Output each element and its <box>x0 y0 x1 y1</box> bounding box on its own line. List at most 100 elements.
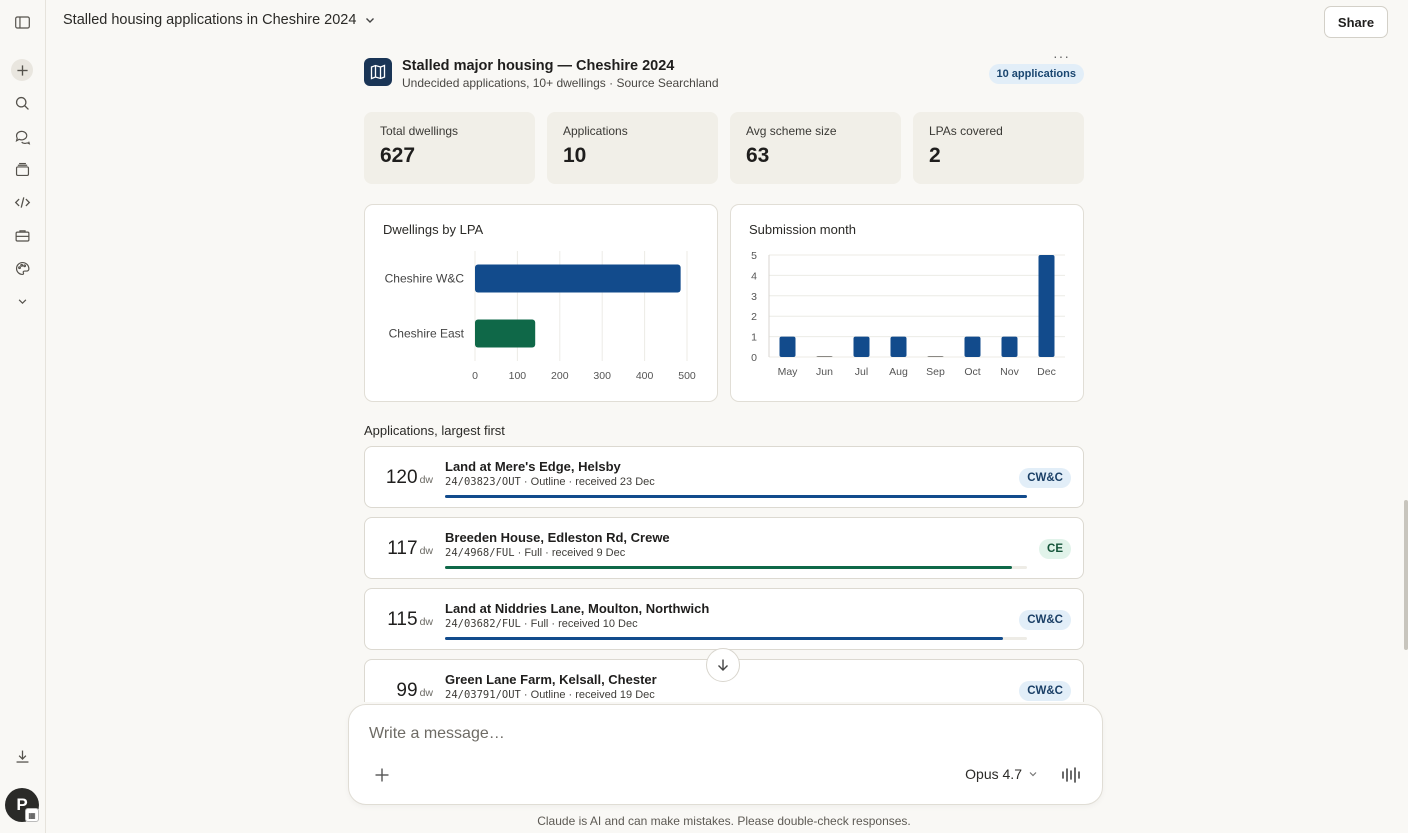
application-meta: 24/03682/FUL · Full · received 10 Dec <box>445 618 638 630</box>
applications-heading: Applications, largest first <box>364 423 505 438</box>
application-name: Land at Mere's Edge, Helsby <box>445 459 621 474</box>
stat-value: 10 <box>563 144 587 167</box>
x-tick-label: Jul <box>855 366 868 378</box>
model-name: Opus 4.7 <box>965 766 1022 782</box>
size-bar-fill <box>445 495 1027 498</box>
y-tick-label: 2 <box>751 311 757 323</box>
model-selector[interactable]: Opus 4.7 <box>965 766 1038 782</box>
x-tick-label: 0 <box>472 370 478 382</box>
stat-label: Avg scheme size <box>746 124 837 138</box>
artifact-header: Stalled major housing — Cheshire 2024 Un… <box>364 48 1084 96</box>
size-bar-track <box>445 566 1027 569</box>
application-meta: 24/4968/FUL · Full · received 9 Dec <box>445 547 625 559</box>
dwellings-unit: dw <box>419 687 433 699</box>
charts-row: Dwellings by LPA 0 100 200 300 400 500 Cheshir… <box>364 204 1084 402</box>
scroll-down-button[interactable] <box>706 648 740 682</box>
message-input[interactable] <box>369 725 969 743</box>
bar <box>816 356 833 357</box>
application-name: Green Lane Farm, Kelsall, Chester <box>445 672 657 687</box>
x-tick-label: 500 <box>678 370 696 382</box>
application-reference: 24/03682/FUL <box>445 618 521 630</box>
category-label: Cheshire East <box>389 327 465 341</box>
lpa-bar-chart: 0 100 200 300 400 500 Cheshire W&C Cheshire Eas… <box>385 251 696 382</box>
x-tick-label: Nov <box>1000 366 1019 378</box>
bar <box>1038 255 1055 357</box>
month-chart-card: Submission month 0 1 2 3 4 5 May Jun Jul Aug Sep Oc… <box>730 204 1084 402</box>
sidebar-toggle-icon[interactable] <box>11 11 33 33</box>
x-tick-label: 400 <box>636 370 654 382</box>
size-bar-fill <box>445 637 1003 640</box>
voice-mode-icon[interactable] <box>1060 764 1084 786</box>
dwellings-unit: dw <box>419 616 433 628</box>
new-chat-icon[interactable] <box>11 59 33 81</box>
lpa-tag: CW&C <box>1019 610 1071 630</box>
stat-card: Applications 10 <box>547 112 718 184</box>
add-attachment-icon[interactable] <box>371 764 393 786</box>
palette-icon[interactable] <box>11 257 33 279</box>
chart-title: Submission month <box>749 222 856 237</box>
chevron-down-icon <box>1029 772 1037 777</box>
application-row[interactable]: 117 dw Breeden House, Edleston Rd, Crewe 24… <box>364 517 1084 579</box>
stat-card: LPAs covered 2 <box>913 112 1084 184</box>
stat-label: Applications <box>563 124 628 138</box>
application-row[interactable]: 120 dw Land at Mere's Edge, Helsby 24/03823… <box>364 446 1084 508</box>
stats-row: Total dwellings 627 Applications 10 Avg … <box>364 112 1084 184</box>
arrow-down-icon <box>718 659 728 671</box>
message-composer: Opus 4.7 <box>348 704 1103 805</box>
dwellings-count: 117 dw <box>387 538 433 560</box>
x-tick-label: 300 <box>593 370 611 382</box>
avatar-initial: P <box>16 795 28 814</box>
chevron-down-icon[interactable] <box>11 290 33 312</box>
dwellings-value: 117 <box>387 538 418 559</box>
chats-icon[interactable] <box>11 125 33 147</box>
x-tick-label: 100 <box>509 370 527 382</box>
y-tick-label: 0 <box>751 352 757 364</box>
more-options-icon[interactable]: ··· <box>1053 48 1070 64</box>
x-tick-label: Jun <box>816 366 833 378</box>
size-bar-fill <box>445 566 1013 569</box>
stat-label: Total dwellings <box>380 124 459 138</box>
search-icon[interactable] <box>11 92 33 114</box>
y-tick-label: 4 <box>751 270 757 282</box>
stat-value: 63 <box>746 144 770 167</box>
bar <box>853 336 870 357</box>
x-tick-label: Dec <box>1037 366 1056 378</box>
application-row[interactable]: 115 dw Land at Niddries Lane, Moulton, Nor… <box>364 588 1084 650</box>
briefcase-icon[interactable] <box>11 224 33 246</box>
org-badge-icon: ▦ <box>25 808 39 822</box>
conversation-title: Stalled housing applications in Cheshire… <box>63 12 357 28</box>
dwellings-unit: dw <box>419 474 433 486</box>
stat-label: LPAs covered <box>929 124 1003 138</box>
application-meta: 24/03791/OUT · Outline · received 19 Dec <box>445 689 655 701</box>
bar <box>964 336 981 357</box>
application-details: · Full · received 10 Dec <box>520 618 638 630</box>
dwellings-count: 120 dw <box>386 467 433 489</box>
dwellings-value: 99 <box>396 680 418 701</box>
bar <box>890 336 907 357</box>
dwellings-value: 120 <box>385 467 418 488</box>
y-tick-label: 1 <box>751 332 757 344</box>
lpa-chart-card: Dwellings by LPA 0 100 200 300 400 500 Cheshir… <box>364 204 718 402</box>
size-bar-track <box>445 637 1027 640</box>
artifact-title: Stalled major housing — Cheshire 2024 <box>402 58 675 74</box>
size-bar-track <box>445 495 1027 498</box>
conversation-title-menu[interactable]: Stalled housing applications in Cheshire… <box>63 12 376 28</box>
dwellings-unit: dw <box>419 545 433 557</box>
projects-icon[interactable] <box>11 158 33 180</box>
application-reference: 24/03791/OUT <box>445 689 521 701</box>
category-label: Cheshire W&C <box>385 272 465 286</box>
application-name: Land at Niddries Lane, Moulton, Northwic… <box>445 601 710 616</box>
dwellings-value: 115 <box>387 609 418 630</box>
application-meta: 24/03823/OUT · Outline · received 23 Dec <box>445 476 655 488</box>
artifact-subtitle: Undecided applications, 10+ dwellings · … <box>402 76 719 90</box>
download-icon[interactable] <box>11 745 33 767</box>
lpa-tag: CE <box>1039 539 1071 559</box>
month-bar-chart: 0 1 2 3 4 5 May Jun Jul Aug Sep Oct Nov Dec <box>751 250 1065 378</box>
share-button[interactable]: Share <box>1324 6 1388 38</box>
scrollbar[interactable] <box>1404 500 1408 650</box>
application-reference: 24/03823/OUT <box>445 476 521 488</box>
header: Stalled housing applications in Cheshire… <box>47 0 1408 42</box>
code-icon[interactable] <box>11 191 33 213</box>
application-reference: 24/4968/FUL <box>445 547 515 559</box>
lpa-tag: CW&C <box>1019 468 1071 488</box>
